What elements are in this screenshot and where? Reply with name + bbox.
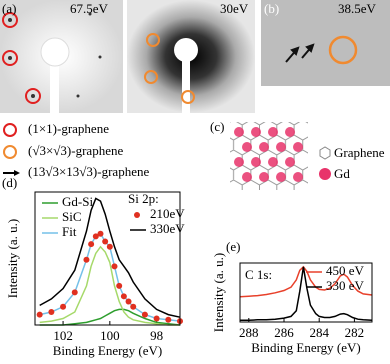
- data-point: [116, 282, 123, 289]
- energy-label: 67.5eV: [70, 1, 109, 16]
- x-tick-label: 288: [239, 325, 259, 340]
- data-line: [240, 266, 373, 322]
- data-point: [141, 311, 148, 318]
- x-axis-label: Binding Energy (eV): [251, 340, 361, 355]
- panel-label: (b): [264, 1, 279, 16]
- data-point: [92, 233, 99, 240]
- plot-frame: [34, 191, 181, 326]
- data-point: [71, 289, 78, 296]
- y-axis-label: Intensity (a. u.): [211, 253, 226, 332]
- plot-frame: [239, 262, 373, 323]
- legend-symbol: [3, 145, 17, 159]
- x-tick-label: 98: [150, 328, 163, 343]
- data-point: [88, 241, 95, 248]
- legend-symbol: [319, 146, 331, 160]
- panel-label: (e): [226, 239, 240, 254]
- beam-holder: [182, 52, 190, 113]
- legend-text: Graphene: [334, 145, 385, 160]
- data-point: [130, 303, 137, 310]
- legend-symbol: [319, 168, 331, 180]
- annotation: C 1s:: [245, 267, 272, 282]
- legend-text: 330 eV: [326, 278, 365, 293]
- panel-label: (d): [2, 175, 17, 190]
- data-point: [36, 311, 43, 318]
- marker-circle: [328, 35, 358, 65]
- legend-text: 210eV: [150, 206, 185, 221]
- data-point: [102, 238, 109, 245]
- x-tick-label: 286: [274, 325, 294, 340]
- legend-text: SiC: [62, 209, 82, 224]
- legend-symbol: [134, 212, 140, 218]
- legend-text: 330eV: [150, 221, 185, 236]
- arrows: [285, 43, 315, 63]
- legend-text: (13√3×13√3)-graphene: [28, 164, 149, 179]
- data-point: [111, 263, 118, 270]
- x-tick-label: 284: [309, 325, 329, 340]
- center-spot: [40, 37, 70, 67]
- energy-label: 30eV: [220, 1, 249, 16]
- y-axis-label: Intensity (a. u.): [5, 219, 20, 298]
- data-line: [39, 245, 180, 326]
- x-tick-label: 102: [53, 328, 73, 343]
- legend-text: Fit: [62, 224, 77, 239]
- leed-image: [261, 0, 390, 86]
- data-point: [83, 256, 90, 263]
- data-line: [39, 308, 181, 326]
- legend-text: 450 eV: [326, 263, 365, 278]
- data-point: [125, 298, 132, 305]
- marker-circles: [144, 33, 195, 104]
- leed-spots: [8, 12, 102, 98]
- marker-circles: [2, 12, 41, 104]
- panel-label: (a): [2, 1, 16, 16]
- data-line: [239, 265, 373, 298]
- data-point: [106, 243, 113, 250]
- data-point: [48, 308, 55, 315]
- x-tick-label: 282: [345, 325, 365, 340]
- data-point: [153, 315, 160, 322]
- legend-symbol: [14, 170, 20, 176]
- legend-symbol: [3, 123, 17, 137]
- energy-label: 38.5eV: [338, 1, 377, 16]
- center-spot: [174, 38, 198, 62]
- legend-text: (√3×√3)-graphene: [28, 143, 123, 158]
- legend-text: Gd-Si: [62, 194, 93, 209]
- gd-atoms: [234, 127, 303, 182]
- data-point: [120, 293, 127, 300]
- annotation: Si 2p:: [128, 191, 159, 206]
- panel-label: (c): [210, 119, 224, 134]
- data-point: [165, 316, 172, 323]
- data-point: [60, 303, 67, 310]
- beam-holder: [50, 55, 59, 113]
- legend-text: (1×1)-graphene: [28, 121, 109, 136]
- x-axis-label: Binding Energy (eV): [53, 343, 163, 358]
- legend-text: Gd: [334, 166, 350, 181]
- data-line: [39, 197, 181, 318]
- x-tick-label: 100: [100, 328, 120, 343]
- data-point: [97, 230, 104, 237]
